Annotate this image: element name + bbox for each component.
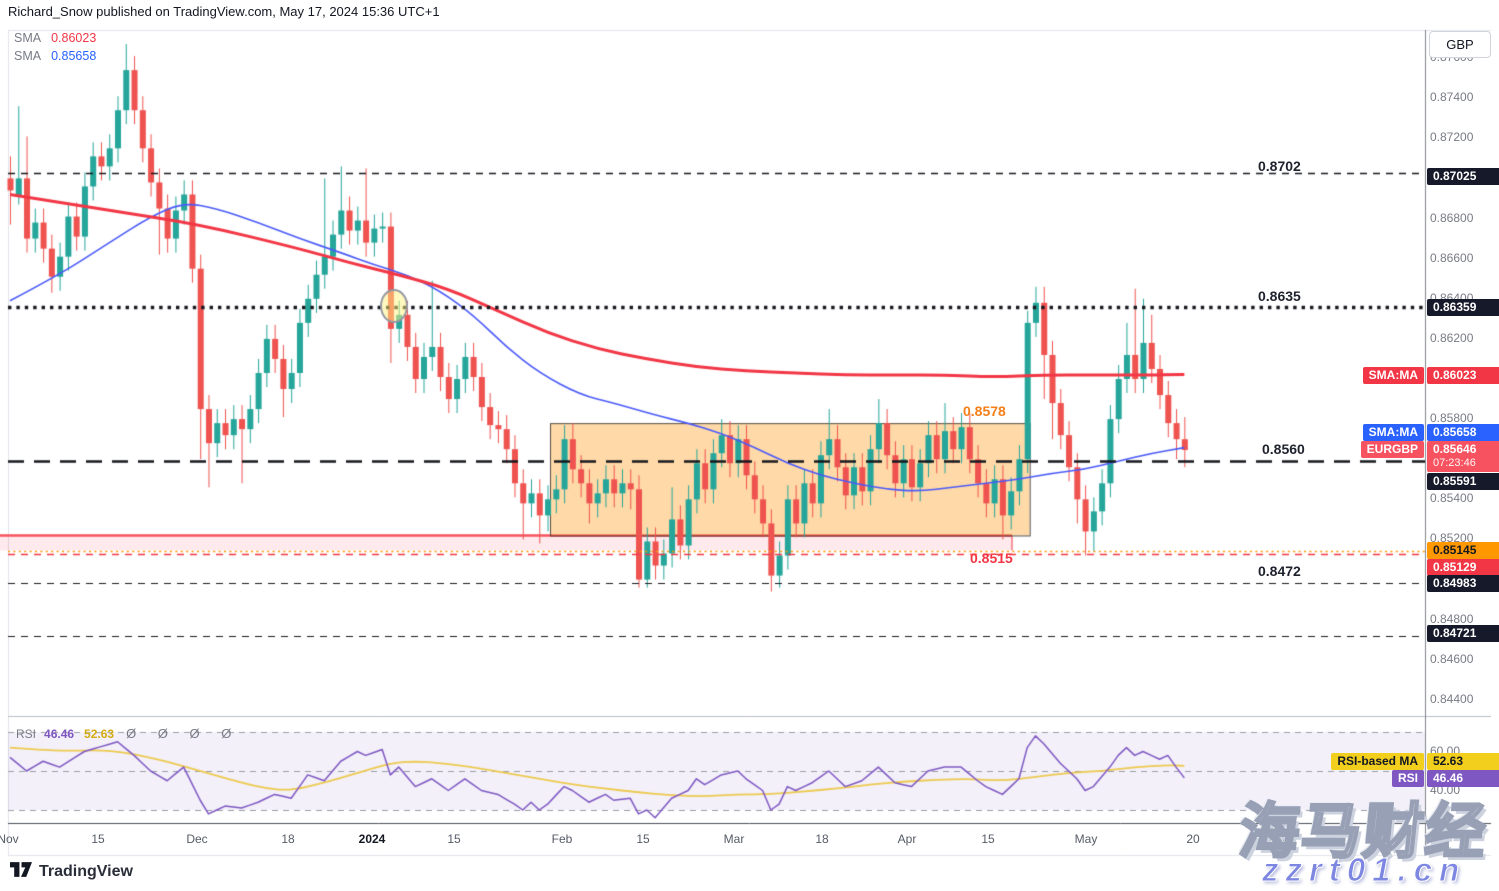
price-axis-tick: 0.84800 xyxy=(1430,611,1474,626)
price-axis-tick: 0.87200 xyxy=(1430,130,1474,145)
tradingview-logo-text: TradingView xyxy=(39,863,133,880)
tradingview-logo-link[interactable]: TradingView xyxy=(10,862,133,882)
level-87025-value: 0.87025 xyxy=(1433,169,1477,183)
sma-slow-value: 0.85658 xyxy=(1433,425,1477,439)
level-85129-value: 0.85129 xyxy=(1433,560,1477,574)
rsi-hidden-params: Ø Ø Ø Ø xyxy=(126,726,241,741)
price-axis-tick: 0.86600 xyxy=(1430,250,1474,265)
price-axis-tick: 0.85400 xyxy=(1430,491,1474,506)
level-87025-tag: 0.87025 xyxy=(1427,168,1499,185)
sma-fast-legend-value: 0.86023 xyxy=(51,31,97,45)
time-axis-tick: Nov xyxy=(0,832,19,846)
price-axis-tick: 0.85200 xyxy=(1430,531,1474,546)
sma-slow-name-tag: SMA:MA xyxy=(1362,424,1424,441)
sma-slow-legend-value: 0.85658 xyxy=(51,49,97,63)
time-axis-tick: 17 xyxy=(1365,832,1379,846)
level-84721-tag: 0.84721 xyxy=(1427,625,1499,642)
rsi-legend-value: 46.46 xyxy=(44,727,75,741)
rsi-based-ma-value: 52.63 xyxy=(1433,754,1464,768)
level-price-label: 0.8578 xyxy=(963,403,1006,419)
price-axis-tick: 0.86200 xyxy=(1430,330,1474,345)
sma-slow-legend[interactable]: SMA 0.85658 xyxy=(14,49,96,63)
rsi-based-ma-tag: 52.63 xyxy=(1427,753,1499,770)
time-axis-tick: 15 xyxy=(636,832,650,846)
price-axis-tick: 0.85800 xyxy=(1430,411,1474,426)
last-price-value: 0.85646 xyxy=(1433,442,1477,456)
time-axis-tick: 15 xyxy=(91,832,105,846)
sma-slow-legend-label: SMA xyxy=(14,49,42,63)
last-price-tag: 0.85646 07:23:46 xyxy=(1427,441,1499,472)
rsi-name-tag: RSI xyxy=(1391,770,1424,787)
rsi-tag: 46.46 xyxy=(1427,770,1499,787)
sma-fast-legend[interactable]: SMA 0.86023 xyxy=(14,31,96,45)
level-85591-value: 0.85591 xyxy=(1433,474,1477,488)
publish-header: Richard_Snow published on TradingView.co… xyxy=(8,4,440,19)
time-axis-tick: Mar xyxy=(723,832,745,846)
time-axis-tick: 2024 xyxy=(358,832,386,846)
sma-slow-tag: 0.85658 xyxy=(1427,424,1499,441)
time-axis-tick: 15 xyxy=(981,832,995,846)
time-axis-tick: Jun xyxy=(1265,832,1285,846)
level-84721-value: 0.84721 xyxy=(1433,626,1477,640)
level-85145-tag: 0.85145 xyxy=(1427,542,1499,559)
last-price-name-tag: EURGBP xyxy=(1360,441,1424,458)
rsi-indicator-legend[interactable]: RSI 46.46 52.63 Ø Ø Ø Ø xyxy=(16,726,240,741)
sma-fast-legend-label: SMA xyxy=(14,31,42,45)
price-axis-tick: 0.84400 xyxy=(1430,691,1474,706)
time-axis-tick: Apr xyxy=(897,832,917,846)
time-axis-tick: 15 xyxy=(447,832,461,846)
time-axis-tick: 20 xyxy=(1186,832,1200,846)
level-86359-value: 0.86359 xyxy=(1433,300,1477,314)
time-axis-tick: 18 xyxy=(281,832,295,846)
level-84983-tag: 0.84983 xyxy=(1427,575,1499,592)
last-price-countdown: 07:23:46 xyxy=(1433,457,1476,469)
tradingview-icon xyxy=(10,862,32,882)
level-price-label: 0.8702 xyxy=(1258,158,1301,174)
level-price-label: 0.8560 xyxy=(1262,441,1305,457)
sma-fast-tag: 0.86023 xyxy=(1427,367,1499,384)
level-price-label: 0.8472 xyxy=(1258,563,1301,579)
sma-fast-name-tag: SMA:MA xyxy=(1362,367,1424,384)
rsi-ma-legend-value: 52.63 xyxy=(84,727,115,741)
level-86359-tag: 0.86359 xyxy=(1427,299,1499,316)
watermark-url: zzrt01.cn xyxy=(1261,851,1467,889)
level-price-label: 0.8515 xyxy=(970,550,1013,566)
level-84983-value: 0.84983 xyxy=(1433,576,1477,590)
level-price-label: 0.8635 xyxy=(1258,288,1301,304)
level-85591-tag: 0.85591 xyxy=(1427,473,1499,490)
rsi-legend-label: RSI xyxy=(16,727,37,741)
rsi-value: 46.46 xyxy=(1433,771,1464,785)
sma-fast-value: 0.86023 xyxy=(1433,368,1477,382)
time-axis-tick: May xyxy=(1074,832,1098,846)
price-axis-tick: 0.87400 xyxy=(1430,90,1474,105)
price-axis-tick: 0.86800 xyxy=(1430,210,1474,225)
level-85129-tag: 0.85129 xyxy=(1427,559,1499,576)
rsi-based-ma-name-tag: RSI-based MA xyxy=(1331,753,1424,770)
time-axis-tick: Dec xyxy=(186,832,208,846)
level-85145-value: 0.85145 xyxy=(1433,543,1477,557)
time-axis-tick: 18 xyxy=(815,832,829,846)
currency-toggle-button[interactable]: GBP xyxy=(1429,31,1491,58)
time-axis-tick: Feb xyxy=(551,832,573,846)
price-axis-tick: 0.84600 xyxy=(1430,651,1474,666)
